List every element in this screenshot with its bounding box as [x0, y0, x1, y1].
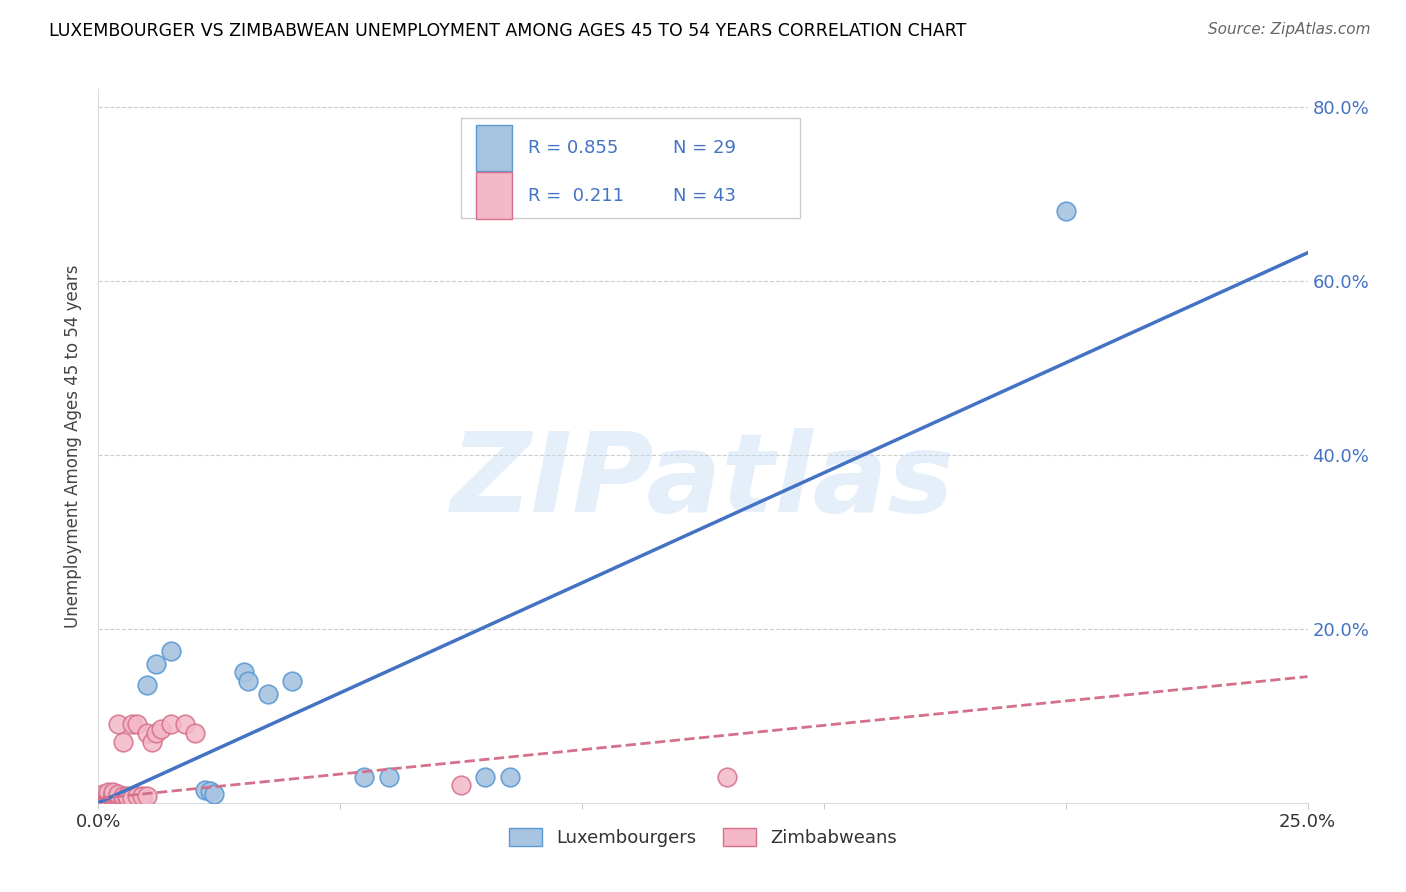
- Text: N = 29: N = 29: [672, 139, 735, 157]
- Point: [204, 787, 226, 801]
- Point: [117, 790, 139, 805]
- Point: [107, 790, 129, 805]
- Point: [145, 726, 167, 740]
- Point: [111, 735, 134, 749]
- Point: [141, 735, 163, 749]
- Point: [111, 789, 134, 803]
- Point: [101, 792, 124, 806]
- Point: [127, 791, 149, 805]
- Point: [97, 785, 120, 799]
- Point: [135, 726, 157, 740]
- Point: [91, 787, 114, 801]
- Point: [87, 793, 110, 807]
- Point: [101, 790, 124, 805]
- Point: [160, 717, 183, 731]
- Point: [87, 791, 110, 805]
- Point: [198, 784, 221, 798]
- Point: [281, 673, 304, 688]
- Point: [127, 717, 149, 731]
- Y-axis label: Unemployment Among Ages 45 to 54 years: Unemployment Among Ages 45 to 54 years: [65, 264, 83, 628]
- FancyBboxPatch shape: [475, 172, 512, 219]
- Point: [107, 787, 129, 801]
- Point: [117, 791, 139, 805]
- Point: [121, 790, 143, 805]
- Point: [184, 726, 207, 740]
- Text: R = 0.855: R = 0.855: [527, 139, 619, 157]
- Point: [127, 789, 149, 803]
- Point: [91, 791, 114, 805]
- FancyBboxPatch shape: [475, 125, 512, 171]
- Point: [121, 791, 143, 805]
- Legend: Luxembourgers, Zimbabweans: Luxembourgers, Zimbabweans: [502, 821, 904, 855]
- Text: N = 43: N = 43: [672, 186, 735, 204]
- Point: [87, 789, 110, 804]
- Point: [97, 787, 120, 801]
- Point: [474, 770, 496, 784]
- Text: ZIPatlas: ZIPatlas: [451, 428, 955, 535]
- Point: [1054, 204, 1077, 219]
- Point: [101, 793, 124, 807]
- Point: [377, 770, 399, 784]
- Point: [135, 789, 157, 803]
- Point: [450, 778, 472, 792]
- Point: [101, 785, 124, 799]
- Text: LUXEMBOURGER VS ZIMBABWEAN UNEMPLOYMENT AMONG AGES 45 TO 54 YEARS CORRELATION CH: LUXEMBOURGER VS ZIMBABWEAN UNEMPLOYMENT …: [49, 22, 966, 40]
- Point: [107, 793, 129, 807]
- Point: [111, 790, 134, 805]
- Point: [160, 643, 183, 657]
- Point: [238, 673, 260, 688]
- Point: [101, 789, 124, 803]
- Point: [97, 791, 120, 805]
- Point: [111, 792, 134, 806]
- Point: [498, 770, 520, 784]
- Point: [145, 657, 167, 671]
- Text: R =  0.211: R = 0.211: [527, 186, 624, 204]
- Point: [91, 792, 114, 806]
- Point: [97, 791, 120, 805]
- Point: [101, 792, 124, 806]
- Point: [117, 789, 139, 803]
- Point: [91, 794, 114, 808]
- Text: Source: ZipAtlas.com: Source: ZipAtlas.com: [1208, 22, 1371, 37]
- Point: [111, 790, 134, 805]
- Point: [107, 792, 129, 806]
- Point: [97, 789, 120, 804]
- Point: [194, 782, 217, 797]
- Point: [716, 770, 738, 784]
- Point: [121, 791, 143, 805]
- Point: [232, 665, 254, 680]
- Point: [97, 793, 120, 807]
- Point: [107, 789, 129, 803]
- Point: [97, 793, 120, 807]
- Point: [107, 717, 129, 731]
- FancyBboxPatch shape: [461, 118, 800, 218]
- Point: [91, 789, 114, 804]
- Point: [353, 770, 375, 784]
- Point: [131, 792, 153, 806]
- Point: [121, 717, 143, 731]
- Point: [150, 722, 173, 736]
- Point: [256, 687, 278, 701]
- Point: [101, 787, 124, 801]
- Point: [131, 789, 153, 803]
- Point: [135, 678, 157, 692]
- Point: [91, 793, 114, 807]
- Point: [174, 717, 197, 731]
- Point: [107, 792, 129, 806]
